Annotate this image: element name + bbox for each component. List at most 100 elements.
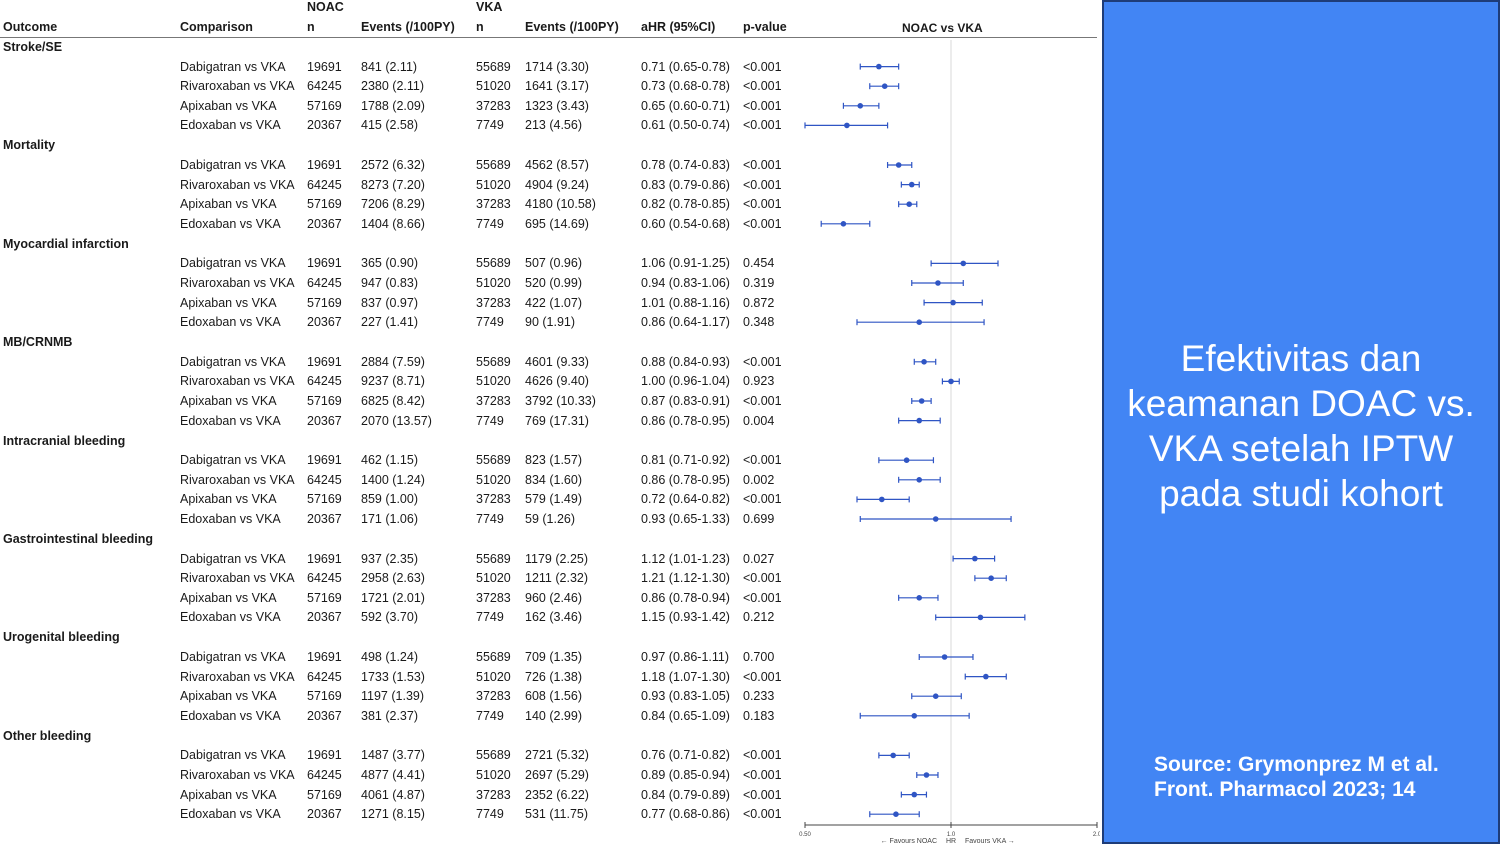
hr-point	[916, 319, 923, 326]
comparison-label: Apixaban vs VKA	[180, 492, 277, 507]
p-value: 0.002	[743, 472, 775, 487]
vka-events: 2352 (6.22)	[525, 787, 589, 802]
noac-events: 4061 (4.87)	[361, 787, 425, 802]
ahr-value: 0.86 (0.78-0.94)	[641, 590, 730, 605]
outcome-label: Other bleeding	[3, 728, 92, 743]
vka-events: 59 (1.26)	[525, 512, 576, 526]
comparison-label: Dabigatran vs VKA	[180, 748, 286, 763]
p-value: <0.001	[743, 216, 782, 231]
ahr-value: 1.00 (0.96-1.04)	[641, 374, 730, 389]
ahr-value: 0.86 (0.78-0.95)	[641, 472, 730, 487]
noac-n: 19691	[307, 256, 342, 271]
comparison-label: Edoxaban vs VKA	[180, 610, 281, 625]
noac-n: 64245	[307, 177, 342, 192]
vka-events: 162 (3.46)	[525, 610, 582, 625]
vka-events: 769 (17.31)	[525, 413, 589, 428]
vka-n: 51020	[476, 571, 511, 586]
hr-point	[908, 181, 915, 188]
ahr-value: 0.89 (0.85-0.94)	[641, 768, 730, 782]
p-value: 0.027	[743, 551, 775, 566]
vka-n: 37283	[476, 98, 511, 113]
noac-n: 64245	[307, 571, 342, 586]
favours-noac-label: ← Favours NOAC	[881, 838, 937, 844]
vka-n: 55689	[476, 354, 511, 369]
vka-n: 7749	[476, 118, 504, 133]
comparison-header: Comparison	[180, 20, 253, 34]
comparison-label: Edoxaban vs VKA	[180, 413, 281, 428]
hr-point	[903, 457, 910, 464]
noac-events: 1400 (1.24)	[361, 472, 425, 487]
ahr-value: 1.18 (1.07-1.30)	[641, 669, 730, 684]
ahr-value: 1.06 (0.91-1.25)	[641, 256, 730, 271]
vka-n: 37283	[476, 394, 511, 408]
vka-events: 1714 (3.30)	[525, 59, 589, 74]
info-panel: Efektivitas dan keamanan DOAC vs. VKA se…	[1102, 0, 1500, 844]
comparison-label: Rivaroxaban vs VKA	[180, 472, 295, 487]
vka-n: 7749	[476, 512, 504, 526]
vka-events: 695 (14.69)	[525, 216, 589, 231]
p-value: 0.872	[743, 295, 775, 310]
ahr-value: 0.76 (0.71-0.82)	[641, 748, 730, 763]
hr-point	[895, 162, 902, 168]
outcome-label: Stroke/SE	[3, 40, 63, 54]
hr-point	[879, 496, 885, 503]
ahr-value: 0.60 (0.54-0.68)	[641, 216, 730, 231]
noac-events: 6825 (8.42)	[361, 394, 425, 408]
noac-events: 1788 (2.09)	[361, 98, 425, 113]
hr-point	[840, 221, 847, 227]
hr-point	[921, 359, 927, 365]
outcome-label: Urogenital bleeding	[3, 630, 120, 645]
hr-point	[857, 103, 864, 109]
comparison-label: Apixaban vs VKA	[180, 787, 277, 802]
x-axis-label: HR	[946, 838, 956, 844]
noac-n: 19691	[307, 59, 342, 74]
noac-n: 20367	[307, 413, 342, 428]
ahr-value: 0.93 (0.83-1.05)	[641, 689, 730, 704]
panel-title: Efektivitas dan keamanan DOAC vs. VKA se…	[1127, 338, 1475, 514]
ahr-header: aHR (95%CI)	[641, 20, 716, 34]
p-value: <0.001	[743, 98, 782, 113]
vka-events: 422 (1.07)	[525, 295, 582, 310]
noac-n: 20367	[307, 807, 342, 822]
hr-point	[916, 417, 923, 424]
ahr-value: 0.77 (0.68-0.86)	[641, 807, 730, 822]
noac-n: 19691	[307, 748, 342, 763]
p-value: <0.001	[743, 453, 782, 468]
hr-point	[911, 791, 918, 798]
noac-n: 57169	[307, 295, 342, 310]
noac-events: 937 (2.35)	[361, 551, 418, 566]
hr-point	[960, 260, 967, 267]
noac-n: 57169	[307, 394, 342, 408]
p-value: <0.001	[743, 590, 782, 605]
noac-n-header: n	[307, 20, 315, 34]
noac-events: 365 (0.90)	[361, 256, 418, 271]
vka-events: 834 (1.60)	[525, 472, 582, 487]
hr-point	[983, 673, 989, 680]
vka-n: 51020	[476, 472, 511, 487]
hr-point	[916, 595, 923, 601]
outcome-label: Mortality	[3, 138, 56, 153]
vka-events: 1641 (3.17)	[525, 79, 589, 94]
p-value: 0.233	[743, 689, 775, 704]
hr-point	[988, 575, 994, 581]
noac-events: 415 (2.58)	[361, 118, 418, 133]
ahr-value: 0.82 (0.78-0.85)	[641, 197, 730, 212]
plot-title: NOAC vs VKA	[902, 21, 983, 35]
vka-events: 507 (0.96)	[525, 256, 582, 271]
noac-events: 947 (0.83)	[361, 276, 418, 290]
p-value: 0.700	[743, 650, 775, 664]
vka-n: 51020	[476, 177, 511, 192]
comparison-label: Rivaroxaban vs VKA	[180, 276, 295, 290]
p-value: <0.001	[743, 787, 782, 802]
vka-events: 4626 (9.40)	[525, 374, 589, 389]
vka-n: 55689	[476, 256, 511, 271]
hr-point	[893, 811, 899, 817]
hr-point	[977, 614, 984, 621]
noac-n: 19691	[307, 354, 342, 369]
comparison-label: Edoxaban vs VKA	[180, 512, 281, 526]
noac-events-header: Events (/100PY)	[361, 20, 455, 34]
ahr-value: 0.94 (0.83-1.06)	[641, 276, 730, 290]
vka-n: 7749	[476, 413, 504, 428]
noac-events: 7206 (8.29)	[361, 197, 425, 212]
ahr-value: 0.72 (0.64-0.82)	[641, 492, 730, 507]
